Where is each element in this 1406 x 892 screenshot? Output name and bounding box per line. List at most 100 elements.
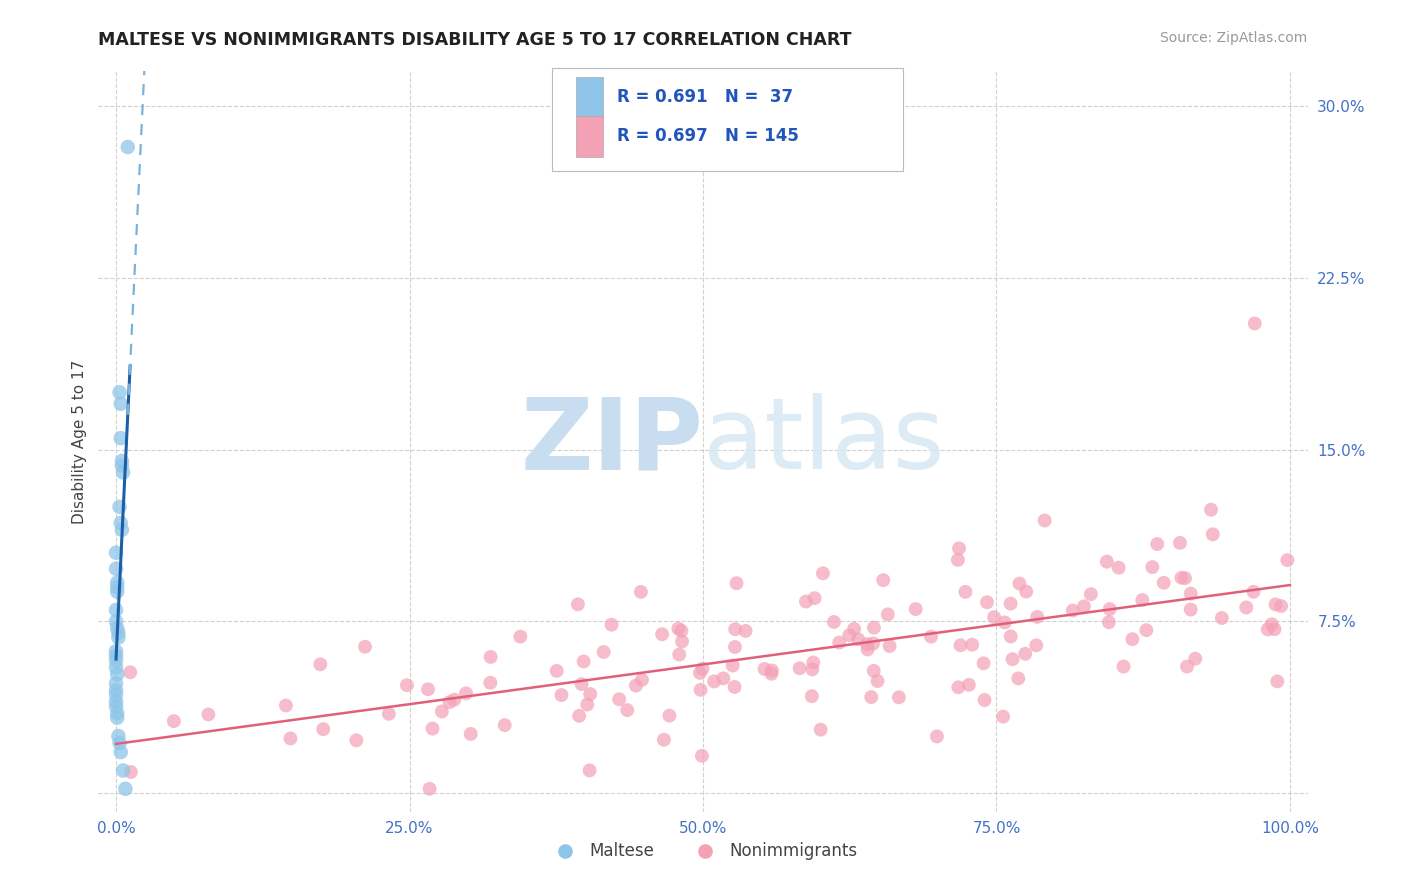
Y-axis label: Disability Age 5 to 17: Disability Age 5 to 17 <box>72 359 87 524</box>
Point <box>711 672 734 686</box>
Point <box>117 140 139 154</box>
Point <box>354 640 377 654</box>
Point <box>1112 659 1135 673</box>
Point <box>846 632 869 647</box>
Point <box>105 699 128 714</box>
Point <box>1135 623 1157 637</box>
Point <box>107 631 129 645</box>
Point <box>579 687 602 701</box>
Point <box>761 666 783 681</box>
Legend: Maltese, Nonimmigrants: Maltese, Nonimmigrants <box>541 835 865 866</box>
Point <box>668 648 690 662</box>
Point <box>838 628 860 642</box>
Point <box>163 714 186 728</box>
Point <box>416 682 439 697</box>
Point <box>600 617 623 632</box>
Point <box>110 397 132 411</box>
Point <box>1062 603 1084 617</box>
Point <box>1184 651 1206 665</box>
Point <box>949 638 972 652</box>
Point <box>344 733 367 747</box>
Point <box>723 680 745 694</box>
Point <box>1073 599 1095 614</box>
Point <box>312 722 335 736</box>
Point <box>105 562 128 576</box>
Text: ZIP: ZIP <box>520 393 703 490</box>
Point <box>856 637 879 651</box>
Point <box>110 431 132 445</box>
Point <box>567 598 589 612</box>
Point <box>666 622 689 636</box>
Point <box>872 573 894 587</box>
Point <box>107 729 129 743</box>
Point <box>1261 617 1284 632</box>
Point <box>879 639 901 653</box>
Point <box>571 677 593 691</box>
Point <box>105 615 128 629</box>
Point <box>422 722 444 736</box>
Point <box>105 706 128 721</box>
Point <box>592 645 614 659</box>
Point <box>395 678 418 692</box>
Point <box>105 648 128 663</box>
Point <box>1095 555 1118 569</box>
Point <box>105 603 128 617</box>
Point <box>479 650 502 665</box>
Point <box>105 575 128 590</box>
Point <box>494 718 516 732</box>
Point <box>309 657 332 672</box>
Point <box>1008 576 1031 591</box>
Point <box>1168 536 1191 550</box>
Point <box>105 695 128 709</box>
Point <box>976 595 998 609</box>
Point <box>671 624 693 638</box>
Point <box>721 658 744 673</box>
Point <box>460 727 482 741</box>
Point <box>1170 571 1192 585</box>
Point <box>973 693 995 707</box>
Point <box>1277 553 1299 567</box>
Point <box>862 664 884 678</box>
Point <box>957 678 980 692</box>
Point <box>983 610 1005 624</box>
Point <box>111 458 134 473</box>
Point <box>578 764 600 778</box>
Point <box>419 781 441 796</box>
Point <box>803 591 825 606</box>
Point <box>1243 584 1265 599</box>
Point <box>1211 611 1233 625</box>
Point <box>994 615 1017 630</box>
Point <box>197 707 219 722</box>
Point <box>105 683 128 698</box>
Point <box>439 695 461 709</box>
Point <box>856 642 879 657</box>
Point <box>112 466 135 480</box>
Point <box>105 546 128 560</box>
Point <box>105 676 128 690</box>
Text: MALTESE VS NONIMMIGRANTS DISABILITY AGE 5 TO 17 CORRELATION CHART: MALTESE VS NONIMMIGRANTS DISABILITY AGE … <box>98 31 852 49</box>
Point <box>105 653 128 667</box>
Point <box>658 708 681 723</box>
Point <box>1264 598 1286 612</box>
Point <box>734 624 756 638</box>
Point <box>724 640 747 654</box>
Point <box>1130 593 1153 607</box>
Point <box>754 662 776 676</box>
Point <box>616 703 638 717</box>
Text: R = 0.697   N = 145: R = 0.697 N = 145 <box>617 128 799 145</box>
Point <box>801 656 824 670</box>
Point <box>800 689 823 703</box>
Point <box>454 686 477 700</box>
Point <box>1234 600 1257 615</box>
Point <box>108 500 131 514</box>
Point <box>110 516 132 530</box>
Point <box>692 662 714 676</box>
Point <box>280 731 302 746</box>
Point <box>509 630 531 644</box>
Point <box>955 585 977 599</box>
Point <box>631 673 654 687</box>
Point <box>105 660 128 674</box>
Point <box>572 655 595 669</box>
Point <box>811 566 834 581</box>
Point <box>860 690 883 704</box>
